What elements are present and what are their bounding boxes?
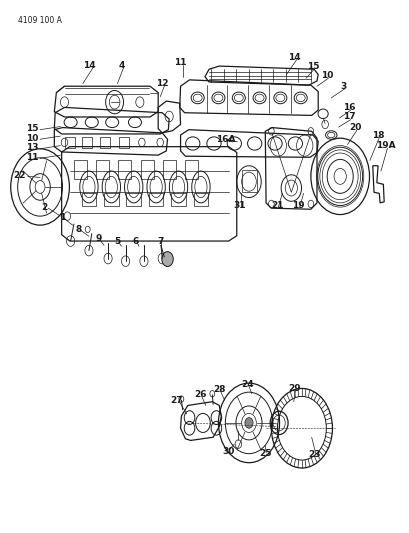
Text: 16: 16 [342, 103, 355, 112]
Text: 18: 18 [371, 131, 383, 140]
Text: 9: 9 [95, 235, 101, 244]
Text: 13: 13 [25, 143, 38, 152]
Text: 11: 11 [174, 58, 187, 67]
Text: 8: 8 [75, 225, 82, 234]
Text: 6: 6 [133, 237, 139, 246]
Text: 28: 28 [213, 385, 225, 394]
Text: 24: 24 [241, 379, 254, 389]
Text: 26: 26 [193, 390, 206, 399]
Text: 19: 19 [292, 201, 304, 210]
Text: 5: 5 [114, 237, 120, 246]
Text: 23: 23 [308, 450, 320, 459]
Text: 1: 1 [58, 213, 65, 222]
Text: 3: 3 [339, 82, 346, 91]
Text: 31: 31 [233, 201, 245, 210]
Text: 27: 27 [170, 395, 182, 405]
Text: 21: 21 [271, 201, 283, 210]
Text: 17: 17 [342, 112, 355, 122]
Text: 10: 10 [320, 71, 333, 80]
Text: 16A: 16A [215, 135, 234, 144]
Circle shape [162, 252, 173, 266]
Text: 20: 20 [348, 123, 361, 132]
Text: 12: 12 [155, 79, 168, 88]
Text: 30: 30 [222, 447, 234, 456]
Text: 14: 14 [83, 61, 95, 69]
Text: 10: 10 [26, 134, 38, 143]
Text: 15: 15 [25, 124, 38, 133]
Text: 22: 22 [13, 171, 26, 180]
Text: 4109 100 A: 4109 100 A [18, 15, 61, 25]
Text: 4: 4 [118, 61, 124, 69]
Text: 19A: 19A [375, 141, 395, 150]
Text: 25: 25 [258, 449, 271, 458]
Circle shape [244, 418, 252, 428]
Text: 11: 11 [25, 153, 38, 162]
Text: 29: 29 [288, 384, 300, 393]
Text: 7: 7 [157, 237, 163, 246]
Text: 2: 2 [41, 203, 47, 212]
Text: 15: 15 [306, 62, 318, 70]
Text: 14: 14 [288, 53, 300, 62]
